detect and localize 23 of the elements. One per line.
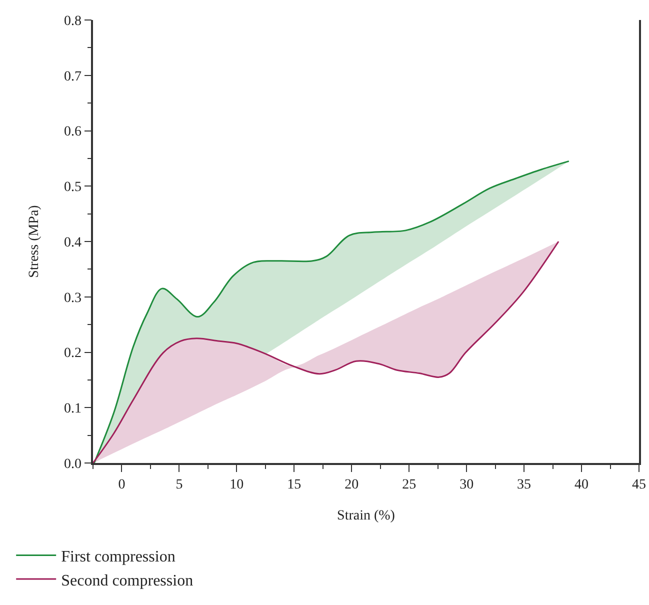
y-tick-label: 0.0 <box>64 456 82 472</box>
x-tick-label: 40 <box>574 478 589 493</box>
y-tick-label: 0.3 <box>64 290 82 306</box>
legend-label: First compression <box>61 548 176 566</box>
x-tick-label: 15 <box>287 478 302 493</box>
x-tick-label: 0 <box>118 478 126 493</box>
x-tick-label: 10 <box>230 478 244 493</box>
x-tick-label: 25 <box>402 478 416 493</box>
y-tick-label: 0.1 <box>64 402 82 417</box>
x-tick-label: 30 <box>460 478 474 493</box>
legend-label: Second compression <box>61 572 194 590</box>
y-tick-label: 0.2 <box>64 346 82 362</box>
x-tick-label: 45 <box>632 478 646 493</box>
x-tick-label: 35 <box>517 478 532 493</box>
y-tick-label: 0.5 <box>64 180 82 196</box>
x-tick-label: 5 <box>176 478 183 493</box>
y-tick-label: 0.4 <box>64 235 82 250</box>
y-tick-label: 0.6 <box>64 124 82 140</box>
y-tick-label: 0.7 <box>64 69 82 84</box>
x-axis-title: Strain (%) <box>337 508 396 524</box>
y-axis-title: Stress (MPa) <box>27 204 42 278</box>
x-tick-label: 20 <box>344 478 359 493</box>
y-tick-label: 0.8 <box>64 14 82 29</box>
